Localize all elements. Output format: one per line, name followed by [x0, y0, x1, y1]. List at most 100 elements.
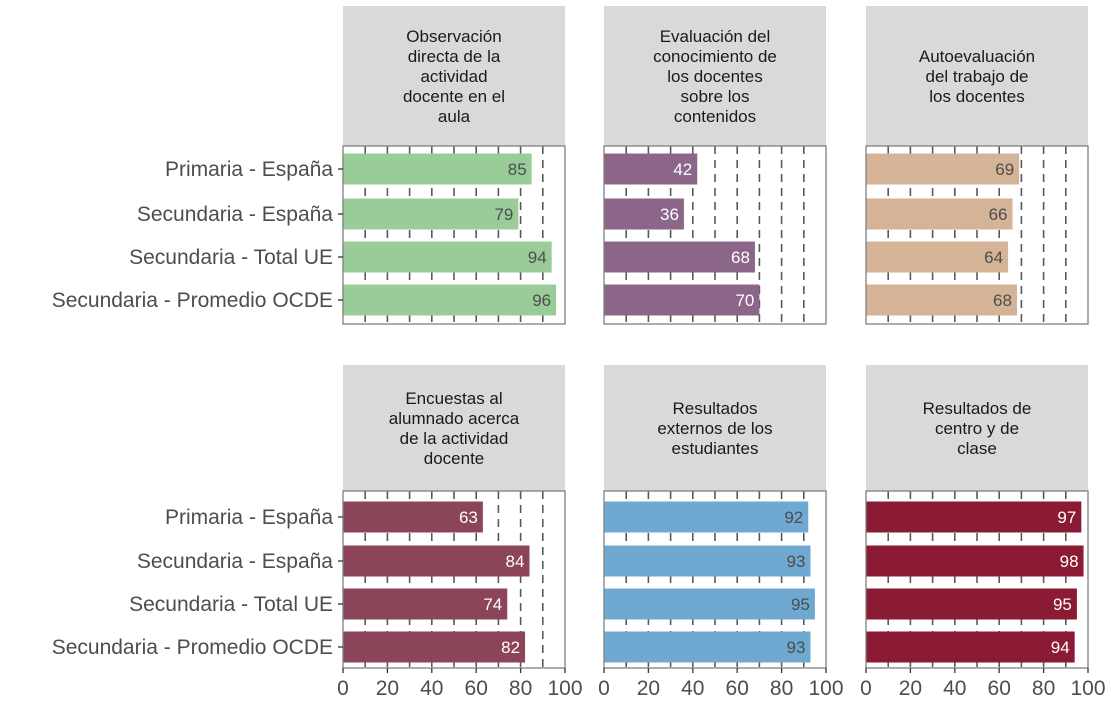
panel-strip: [604, 6, 826, 146]
bar: [343, 241, 552, 273]
panel-title-line: sobre los: [681, 87, 750, 106]
panel-title-line: estudiantes: [672, 439, 759, 458]
panel-title-line: centro y de: [935, 419, 1019, 438]
y-tick-label: Secundaria - Total UE: [129, 593, 333, 616]
panel-title-line: directa de la: [408, 47, 501, 66]
panel-title-line: Resultados: [672, 399, 757, 418]
y-tick-label: Secundaria - Promedio OCDE: [52, 636, 333, 659]
bar-value-label: 68: [731, 248, 750, 267]
bar: [343, 198, 519, 230]
panel-strip: [604, 365, 826, 491]
bar: [866, 153, 1020, 185]
bar: [866, 284, 1017, 316]
bar-value-label: 84: [506, 552, 525, 571]
bar: [866, 588, 1077, 620]
x-tick-label: 60: [726, 677, 749, 700]
panel-title-line: Autoevaluación: [919, 47, 1035, 66]
y-tick-label: Secundaria - Promedio OCDE: [52, 289, 333, 312]
bar: [604, 153, 698, 185]
bar: [343, 631, 526, 663]
x-tick-label: 0: [860, 677, 872, 700]
x-tick-label: 80: [509, 677, 532, 700]
x-tick-label: 20: [376, 677, 399, 700]
panel-title-line: clase: [957, 439, 997, 458]
bar: [604, 284, 760, 316]
bar: [866, 545, 1084, 577]
bar: [604, 631, 811, 663]
x-tick-label: 0: [598, 677, 610, 700]
panel-title-line: conocimiento de: [653, 47, 777, 66]
x-tick-label: 60: [465, 677, 488, 700]
x-tick-label: 100: [808, 677, 843, 700]
x-tick-label: 40: [420, 677, 443, 700]
bar-value-label: 42: [673, 160, 692, 179]
bar-value-label: 69: [995, 160, 1014, 179]
bar: [604, 198, 684, 230]
panel-strip: [866, 365, 1088, 491]
bar: [866, 501, 1082, 533]
panel-title-line: externos de los: [657, 419, 772, 438]
bar-value-label: 94: [1051, 638, 1070, 657]
bar-value-label: 36: [660, 205, 679, 224]
bar-value-label: 98: [1060, 552, 1079, 571]
bar-value-label: 79: [494, 205, 513, 224]
bar-value-label: 66: [989, 205, 1008, 224]
panel-strip: [343, 365, 565, 491]
bar-value-label: 92: [784, 508, 803, 527]
bar: [866, 198, 1013, 230]
x-tick-label: 80: [770, 677, 793, 700]
panel-strip: [343, 6, 565, 146]
x-tick-label: 100: [1070, 677, 1105, 700]
bar: [343, 284, 557, 316]
panel-title-line: los docentes: [667, 67, 762, 86]
bar: [866, 631, 1075, 663]
bar-value-label: 64: [984, 248, 1003, 267]
y-tick-label: Secundaria - España: [137, 550, 333, 573]
panel-title-line: aula: [438, 107, 471, 126]
bar-value-label: 95: [791, 595, 810, 614]
x-tick-label: 0: [337, 677, 349, 700]
bar-value-label: 85: [508, 160, 527, 179]
panel-title-line: Evaluación del: [660, 27, 771, 46]
panel-title-line: del trabajo de: [925, 67, 1028, 86]
panel-title-line: contenidos: [674, 107, 756, 126]
panel-strip: [866, 6, 1088, 146]
bar-value-label: 68: [993, 291, 1012, 310]
bar: [343, 153, 532, 185]
bar: [604, 588, 815, 620]
bar: [343, 588, 508, 620]
bar: [866, 241, 1009, 273]
bar-value-label: 74: [483, 595, 502, 614]
y-tick-label: Secundaria - España: [137, 203, 333, 226]
panel-border: [603, 145, 827, 325]
x-tick-label: 20: [637, 677, 660, 700]
bar: [343, 545, 530, 577]
panel-title-line: de la actividad: [400, 429, 509, 448]
panel-title-line: docente: [424, 449, 485, 468]
panel-title-line: Resultados de: [923, 399, 1032, 418]
panel-border: [342, 145, 566, 325]
panel-title-line: docente en el: [403, 87, 505, 106]
bar: [604, 545, 811, 577]
panel-border: [865, 490, 1089, 669]
bar: [343, 501, 483, 533]
x-tick-label: 60: [988, 677, 1011, 700]
panel-title-line: actividad: [420, 67, 487, 86]
panel-border: [603, 490, 827, 669]
y-tick-label: Primaria - España: [165, 506, 333, 529]
bar-value-label: 94: [528, 248, 547, 267]
x-tick-label: 100: [547, 677, 582, 700]
bar-value-label: 97: [1057, 508, 1076, 527]
x-tick-label: 40: [681, 677, 704, 700]
y-tick-label: Primaria - España: [165, 158, 333, 181]
x-tick-label: 80: [1032, 677, 1055, 700]
bar-value-label: 70: [735, 291, 754, 310]
bar-value-label: 95: [1053, 595, 1072, 614]
x-tick-label: 40: [943, 677, 966, 700]
bar: [604, 501, 809, 533]
panel-title-line: Observación: [406, 27, 501, 46]
x-tick-label: 20: [899, 677, 922, 700]
panel-border: [865, 145, 1089, 325]
bar-value-label: 96: [532, 291, 551, 310]
